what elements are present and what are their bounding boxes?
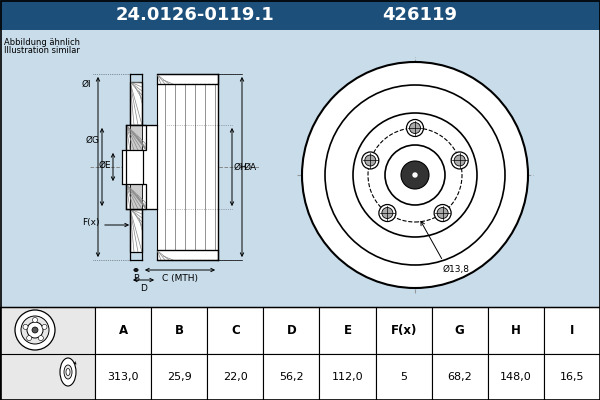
Text: B: B — [133, 274, 139, 283]
Text: A: A — [118, 324, 128, 337]
Bar — [122, 150, 143, 184]
Text: I: I — [570, 324, 574, 337]
Circle shape — [401, 161, 429, 189]
Bar — [263, 354, 319, 400]
Text: Ate: Ate — [364, 181, 436, 219]
Circle shape — [409, 122, 421, 134]
Circle shape — [353, 113, 477, 237]
Bar — [126, 125, 146, 150]
Circle shape — [27, 322, 43, 338]
Bar — [488, 354, 544, 400]
Bar — [130, 82, 142, 125]
Text: ØE: ØE — [98, 160, 111, 170]
Bar — [263, 307, 319, 354]
Bar — [130, 184, 142, 209]
Text: 56,2: 56,2 — [279, 372, 304, 382]
Circle shape — [365, 155, 376, 166]
Bar — [126, 125, 157, 209]
Bar — [157, 84, 218, 250]
Text: 16,5: 16,5 — [560, 372, 584, 382]
Ellipse shape — [64, 365, 72, 379]
Bar — [488, 307, 544, 354]
Text: H: H — [511, 324, 521, 337]
Circle shape — [21, 316, 49, 344]
Bar — [0, 0, 600, 30]
Text: D: D — [140, 284, 147, 293]
Text: Illustration similar: Illustration similar — [4, 46, 80, 55]
Bar — [0, 30, 600, 307]
Bar — [151, 354, 207, 400]
Circle shape — [368, 128, 462, 222]
Text: 24.0126-0119.1: 24.0126-0119.1 — [116, 6, 274, 24]
Text: C: C — [231, 324, 239, 337]
Text: B: B — [175, 324, 184, 337]
Bar — [95, 354, 151, 400]
Circle shape — [382, 208, 393, 218]
Text: F(x): F(x) — [391, 324, 417, 337]
Text: Abbildung ähnlich: Abbildung ähnlich — [4, 38, 80, 47]
Bar — [207, 354, 263, 400]
Bar — [544, 354, 600, 400]
Text: 112,0: 112,0 — [332, 372, 364, 382]
Text: 426119: 426119 — [383, 6, 458, 24]
Circle shape — [325, 85, 505, 265]
Circle shape — [42, 324, 47, 330]
Circle shape — [413, 173, 417, 177]
Circle shape — [434, 204, 451, 222]
Bar — [319, 307, 376, 354]
Bar — [157, 250, 218, 260]
Ellipse shape — [66, 368, 70, 376]
Text: E: E — [343, 324, 352, 337]
Circle shape — [302, 62, 528, 288]
Circle shape — [38, 336, 43, 340]
Text: D: D — [287, 324, 296, 337]
Circle shape — [15, 310, 55, 350]
Bar — [157, 74, 218, 84]
Text: G: G — [455, 324, 464, 337]
Bar — [151, 307, 207, 354]
Bar — [130, 209, 142, 252]
Bar — [0, 307, 95, 400]
Circle shape — [379, 204, 396, 222]
Text: F(x): F(x) — [83, 218, 100, 226]
Text: 68,2: 68,2 — [448, 372, 472, 382]
Circle shape — [23, 324, 28, 330]
Text: 22,0: 22,0 — [223, 372, 248, 382]
Text: 313,0: 313,0 — [107, 372, 139, 382]
Text: 148,0: 148,0 — [500, 372, 532, 382]
Text: Ø13,8: Ø13,8 — [443, 265, 470, 274]
Circle shape — [407, 120, 424, 136]
Bar — [431, 354, 488, 400]
Circle shape — [32, 327, 38, 333]
Bar — [376, 307, 431, 354]
Circle shape — [362, 152, 379, 169]
Text: C (MTH): C (MTH) — [162, 274, 198, 283]
Circle shape — [437, 208, 448, 218]
Text: 5: 5 — [400, 372, 407, 382]
Text: ØI: ØI — [82, 80, 91, 88]
Text: 25,9: 25,9 — [167, 372, 191, 382]
Bar — [319, 354, 376, 400]
Bar — [376, 354, 431, 400]
Circle shape — [454, 155, 465, 166]
Text: ØG: ØG — [86, 136, 100, 144]
Bar — [0, 307, 600, 400]
Bar — [207, 307, 263, 354]
Ellipse shape — [60, 358, 76, 386]
Circle shape — [451, 152, 468, 169]
Circle shape — [26, 336, 32, 340]
Bar — [130, 125, 142, 150]
Circle shape — [32, 318, 37, 322]
Bar — [431, 307, 488, 354]
Circle shape — [385, 145, 445, 205]
Bar — [95, 307, 151, 354]
Text: ØH: ØH — [234, 162, 248, 172]
Bar — [544, 307, 600, 354]
Bar — [126, 184, 146, 209]
Text: ØA: ØA — [244, 162, 257, 172]
